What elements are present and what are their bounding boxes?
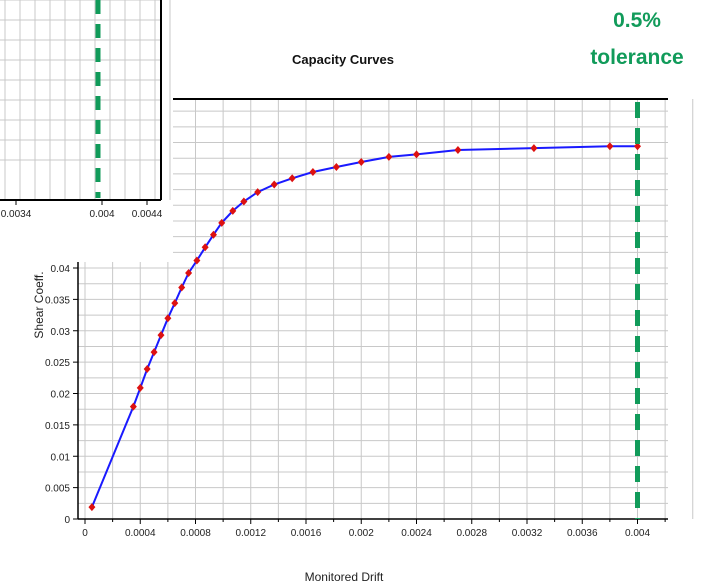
inset-chart: 0.0034 0.004 0.0044 — [0, 0, 171, 220]
data-point — [164, 314, 172, 323]
data-point — [218, 218, 226, 227]
data-point — [185, 269, 193, 278]
series-markers — [88, 142, 641, 512]
y-tick-label: 0.005 — [45, 484, 70, 495]
data-point — [309, 167, 317, 176]
x-tick-label: 0.0004 — [125, 528, 156, 539]
data-point — [209, 230, 217, 239]
grid — [78, 99, 694, 520]
y-tick-label: 0.035 — [45, 295, 70, 306]
inset-tick-label: 0.0044 — [132, 209, 163, 220]
data-point — [413, 150, 420, 159]
y-tick-label: 0.01 — [51, 452, 71, 463]
y-tick-label: 0.03 — [51, 327, 71, 338]
y-tick-label: 0.04 — [51, 264, 71, 275]
data-point — [201, 243, 209, 252]
tolerance-annotation-line2: tolerance — [590, 46, 683, 69]
x-tick-label: 0.0024 — [401, 528, 432, 539]
data-point — [288, 174, 296, 183]
data-point — [240, 197, 248, 206]
x-tick-label: 0.0016 — [291, 528, 322, 539]
chart-title: Capacity Curves — [292, 52, 394, 67]
data-point — [385, 152, 393, 161]
x-tick-label: 0.0012 — [235, 528, 266, 539]
y-tick-label: 0.02 — [51, 390, 71, 401]
x-axis-label: Monitored Drift — [305, 570, 384, 584]
data-point — [606, 142, 614, 151]
data-point — [178, 283, 186, 292]
data-point — [129, 402, 137, 411]
data-point — [454, 146, 462, 155]
x-tick-label: 0.0028 — [456, 528, 487, 539]
x-tick-label: 0 — [82, 528, 88, 539]
data-point — [530, 144, 538, 153]
series-line — [90, 145, 638, 508]
y-tick-label: 0 — [64, 515, 70, 526]
inset-x-ticks: 0.0034 0.004 0.0044 — [1, 200, 163, 220]
y-tick-label: 0.015 — [45, 421, 70, 432]
y-axis-label: Shear Coeff. — [32, 271, 46, 338]
inset-tick-label: 0.004 — [89, 209, 114, 220]
inset-tick-label: 0.0034 — [1, 209, 32, 220]
data-point — [332, 162, 340, 171]
y-tick-label: 0.025 — [45, 358, 70, 369]
tolerance-annotation-line1: 0.5% — [613, 9, 661, 32]
data-point — [136, 383, 144, 392]
data-point — [634, 142, 641, 151]
data-point — [150, 348, 158, 357]
x-tick-label: 0.0036 — [567, 528, 598, 539]
data-point — [229, 206, 237, 215]
data-point — [171, 299, 179, 308]
x-tick-label: 0.0008 — [180, 528, 211, 539]
data-point — [143, 365, 151, 374]
data-point — [357, 157, 365, 166]
data-point — [157, 331, 165, 340]
inset-grid — [0, 0, 171, 200]
main-chart: 0 0.0004 0.0008 0.0012 0.0016 0.002 0.0024 0.00… — [45, 98, 694, 539]
x-tick-label: 0.002 — [349, 528, 374, 539]
data-point — [88, 503, 96, 512]
y-ticks: 0 0.005 0.01 0.015 0.02 0.025 0.03 0.035 0.04 — [45, 264, 78, 526]
x-tick-label: 0.004 — [625, 528, 650, 539]
x-ticks: 0 0.0004 0.0008 0.0012 0.0016 0.002 0.0024 0.00… — [82, 519, 666, 539]
data-point — [270, 180, 278, 189]
plot-background — [173, 99, 668, 519]
data-point — [254, 188, 262, 197]
x-tick-label: 0.0032 — [512, 528, 543, 539]
data-point — [193, 256, 201, 265]
